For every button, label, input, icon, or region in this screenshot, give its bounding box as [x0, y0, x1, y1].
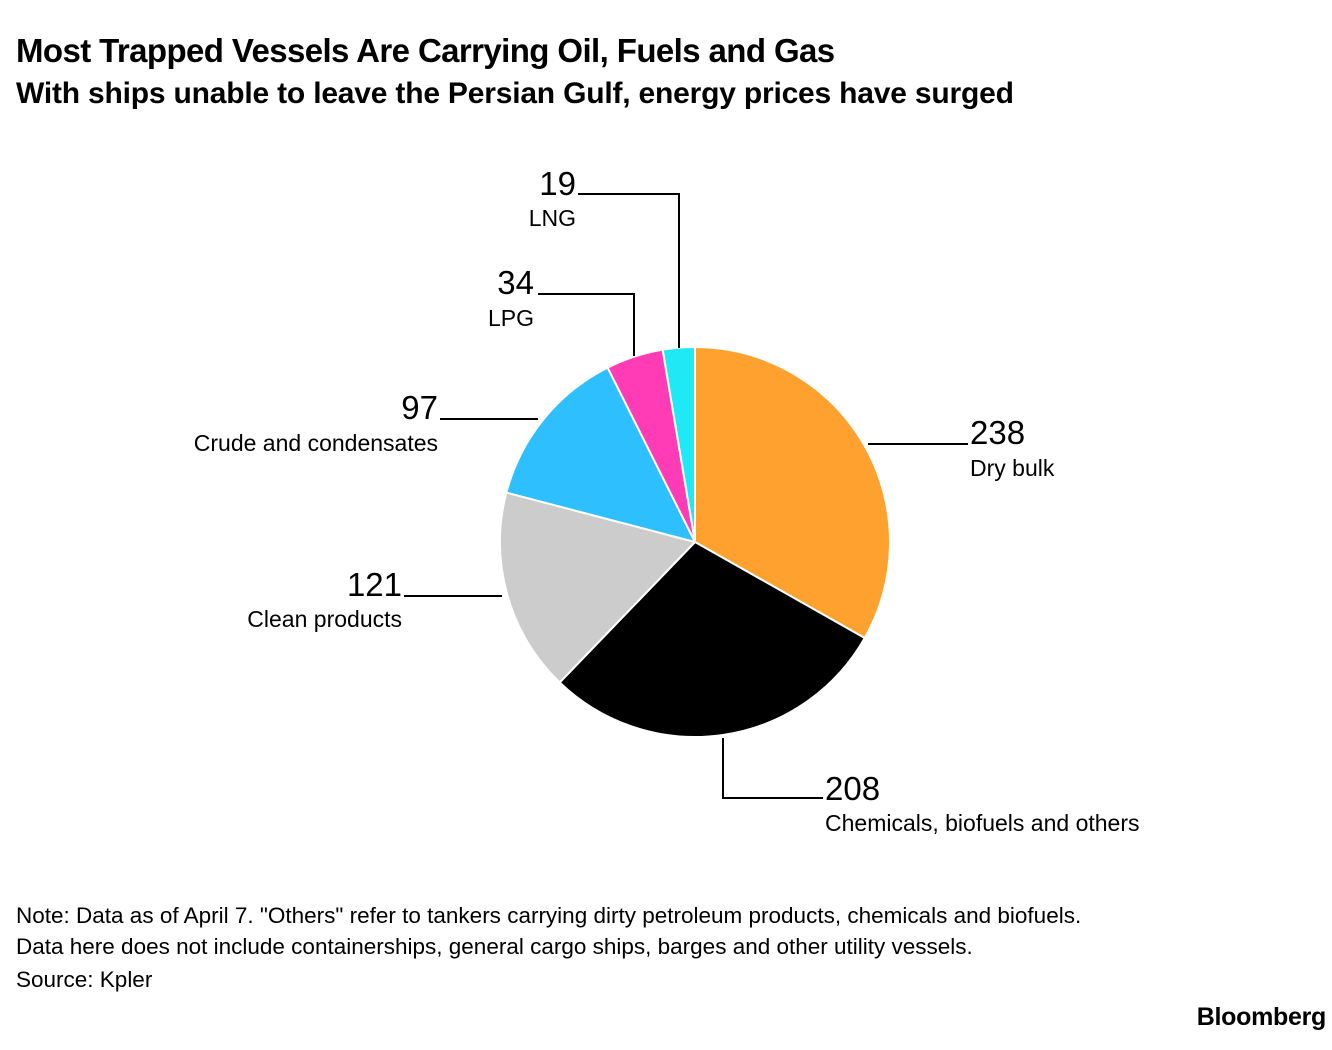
- slice-value-clean-products: 121: [347, 566, 402, 603]
- note-line-1: Note: Data as of April 7. "Others" refer…: [16, 903, 1082, 928]
- chart-subtitle: With ships unable to leave the Persian G…: [16, 77, 1014, 110]
- chart-title: Most Trapped Vessels Are Carrying Oil, F…: [16, 32, 835, 69]
- chart-notes: Note: Data as of April 7. "Others" refer…: [16, 900, 1081, 962]
- slice-value-crude-and-condensates: 97: [401, 389, 438, 426]
- leader-line-lng: [578, 193, 680, 348]
- note-line-2: Data here does not include containership…: [16, 934, 973, 959]
- chart-source: Source: Kpler: [16, 967, 153, 992]
- slice-value-dry-bulk: 238: [970, 414, 1025, 451]
- slice-label-crude-and-condensates: Crude and condensates: [194, 430, 438, 456]
- slice-value-lpg: 34: [497, 264, 534, 301]
- slice-label-chemicals-biofuels-and-others: Chemicals, biofuels and others: [825, 810, 1140, 836]
- pie-slice-chemicals-biofuels-and-others: [558, 541, 866, 738]
- pie-slice-dry-bulk: [694, 346, 891, 640]
- slice-value-lng: 19: [539, 165, 576, 202]
- slice-label-lng: LNG: [529, 205, 576, 231]
- slice-label-clean-products: Clean products: [247, 606, 402, 632]
- leader-line-chemicals-biofuels-and-others: [722, 738, 823, 799]
- slice-label-lpg: LPG: [488, 305, 534, 331]
- pie-chart: 238 Dry bulk 208 Chemicals, biofuels and ot…: [194, 165, 1140, 836]
- leader-line-lpg: [538, 293, 635, 356]
- bloomberg-logo: Bloomberg: [1196, 1003, 1327, 1031]
- slice-value-chemicals-biofuels-and-others: 208: [825, 770, 880, 807]
- pie-slice-clean-products: [499, 491, 696, 684]
- pie-slice-crude-and-condensates: [505, 366, 696, 543]
- slice-label-dry-bulk: Dry bulk: [970, 455, 1055, 481]
